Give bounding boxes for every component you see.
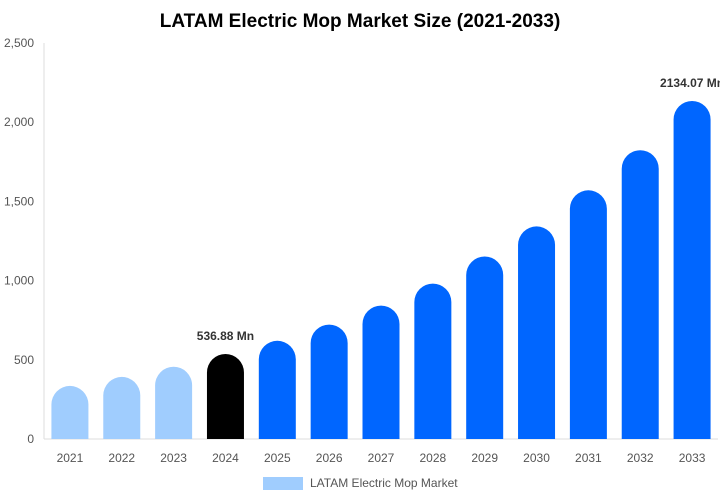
bar-2025[interactable] — [258, 340, 296, 439]
bar-2029[interactable] — [466, 256, 504, 439]
legend[interactable]: LATAM Electric Mop Market — [263, 476, 458, 490]
legend-swatch — [263, 477, 303, 490]
bar-2032[interactable] — [621, 150, 659, 439]
bar-2030[interactable] — [518, 226, 556, 439]
bar-2033[interactable] — [673, 100, 711, 439]
x-axis: 2021 2022 2023 2024 2025 2026 2027 2028 2029 2030… — [44, 438, 718, 465]
bar-2024[interactable] — [206, 353, 244, 439]
x-tick-label: 2028 — [419, 451, 446, 465]
x-tick-label: 2023 — [160, 451, 187, 465]
bar-2028[interactable] — [414, 283, 452, 439]
x-tick-label: 2033 — [679, 451, 706, 465]
x-tick-label: 2031 — [575, 451, 602, 465]
y-tick-label: 0 — [27, 432, 34, 446]
y-axis: 0 500 1,000 1,500 2,000 2,500 — [4, 36, 45, 446]
legend-label: LATAM Electric Mop Market — [310, 476, 458, 490]
bar-2021[interactable] — [51, 385, 89, 439]
y-tick-label: 1,000 — [4, 274, 34, 288]
y-tick-label: 1,500 — [4, 194, 34, 208]
x-tick-label: 2027 — [368, 451, 395, 465]
x-tick-label: 2029 — [471, 451, 498, 465]
x-tick-label: 2030 — [523, 451, 550, 465]
data-label: 2134.07 Mn — [660, 76, 720, 90]
y-tick-label: 500 — [14, 353, 34, 367]
bar-2026[interactable] — [310, 324, 348, 439]
y-tick-label: 2,000 — [4, 115, 34, 129]
x-tick-label: 2021 — [57, 451, 84, 465]
x-tick-label: 2022 — [108, 451, 135, 465]
x-tick-label: 2026 — [316, 451, 343, 465]
x-tick-label: 2024 — [212, 451, 239, 465]
bar-2023[interactable] — [155, 366, 193, 439]
bar-2027[interactable] — [362, 305, 400, 439]
data-label: 536.88 Mn — [197, 329, 254, 343]
x-tick-label: 2032 — [627, 451, 654, 465]
data-labels: 536.88 Mn 2134.07 Mn — [197, 76, 720, 343]
x-tick-label: 2025 — [264, 451, 291, 465]
bar-2031[interactable] — [569, 190, 607, 439]
bar-2022[interactable] — [103, 376, 141, 439]
bars — [51, 100, 711, 439]
y-tick-label: 2,500 — [4, 36, 34, 50]
chart-title: LATAM Electric Mop Market Size (2021-203… — [160, 11, 561, 32]
